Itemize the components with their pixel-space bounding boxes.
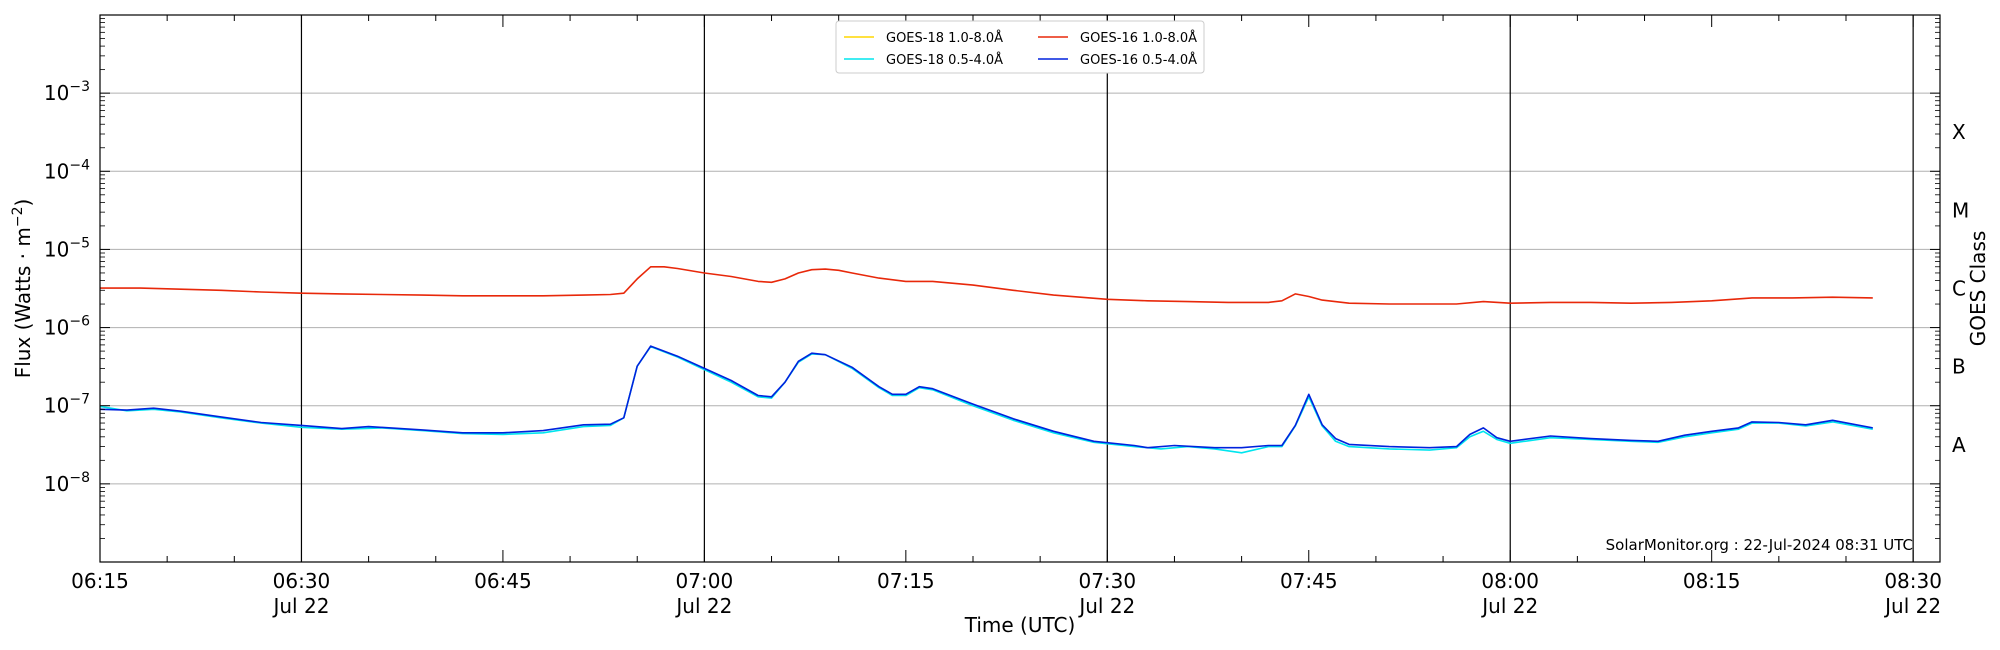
x-tick-date-label: Jul 22: [674, 594, 732, 618]
legend: GOES-18 1.0-8.0Å GOES-18 0.5-4.0Å GOES-16 …: [835, 20, 1205, 74]
y-axis-label: Flux (Watts · m−2): [10, 199, 35, 379]
series-line: [100, 266, 1873, 305]
legend-label: GOES-16 0.5-4.0Å: [1080, 52, 1197, 68]
series-line: [99, 345, 1873, 449]
x-tick-label: 08:00: [1481, 569, 1539, 593]
tick-layer: [99, 14, 1940, 563]
y-tick-base: 10: [44, 81, 69, 105]
credit-text: SolarMonitor.org : 22-Jul-2024 08:31 UTC: [1606, 536, 1913, 554]
x-tick-date-label: Jul 22: [271, 594, 329, 618]
y-axis-label-close: ): [11, 199, 35, 207]
plot-frame: [99, 14, 1941, 563]
x-tick-label: 06:45: [474, 569, 532, 593]
x-tick-label: 08:30: [1884, 569, 1942, 593]
y-tick-base: 10: [44, 237, 69, 261]
y-tick-exponent: −7: [69, 392, 90, 408]
x-tick-date-label: Jul 22: [1883, 594, 1941, 618]
legend-label: GOES-18 0.5-4.0Å: [886, 52, 1003, 68]
goes-class-label: A: [1952, 433, 1966, 457]
legend-label: GOES-18 1.0-8.0Å: [886, 30, 1003, 46]
goes-class-label: B: [1952, 355, 1966, 379]
y-tick-label: 10−3: [44, 79, 90, 105]
goes-class-axis-label: GOES Class: [1966, 231, 1990, 347]
y-tick-base: 10: [44, 159, 69, 183]
goes-class-label: M: [1952, 198, 1969, 222]
y-tick-label: 10−6: [44, 314, 90, 340]
x-tick-label: 07:45: [1280, 569, 1338, 593]
vertical-marker-layer: [300, 15, 1914, 562]
x-tick-label: 07:00: [676, 569, 734, 593]
x-axis-label: Time (UTC): [964, 613, 1076, 637]
series-layer: [99, 266, 1873, 454]
y-tick-base: 10: [44, 472, 69, 496]
x-tick-label: 06:15: [71, 569, 129, 593]
y-tick-exponent: −4: [69, 157, 90, 173]
legend-label: GOES-16 1.0-8.0Å: [1080, 30, 1197, 46]
y-tick-label: 10−7: [44, 392, 90, 418]
y-tick-exponent: −3: [69, 79, 90, 95]
x-tick-label: 06:30: [273, 569, 331, 593]
series-line: [99, 345, 1873, 454]
y-axis-label-exponent: −2: [10, 207, 26, 228]
y-tick-label: 10−4: [44, 157, 90, 183]
x-tick-label: 08:15: [1683, 569, 1741, 593]
x-tick-date-label: Jul 22: [1480, 594, 1538, 618]
y-tick-base: 10: [44, 316, 69, 340]
y-tick-exponent: −6: [69, 314, 90, 330]
x-tick-label: 07:30: [1078, 569, 1136, 593]
y-tick-label: 10−8: [44, 470, 90, 496]
goes-class-label: C: [1952, 277, 1966, 301]
x-tick-label: 07:15: [877, 569, 935, 593]
grid-layer: [100, 92, 1940, 485]
y-tick-label: 10−5: [44, 235, 90, 261]
y-tick-base: 10: [44, 394, 69, 418]
y-tick-exponent: −5: [69, 235, 90, 251]
x-tick-date-label: Jul 22: [1077, 594, 1135, 618]
y-tick-exponent: −8: [69, 470, 90, 486]
legend-frame: [835, 20, 1205, 74]
goes-class-label: X: [1952, 120, 1966, 144]
y-axis-label-main: Flux (Watts · m: [11, 227, 35, 378]
